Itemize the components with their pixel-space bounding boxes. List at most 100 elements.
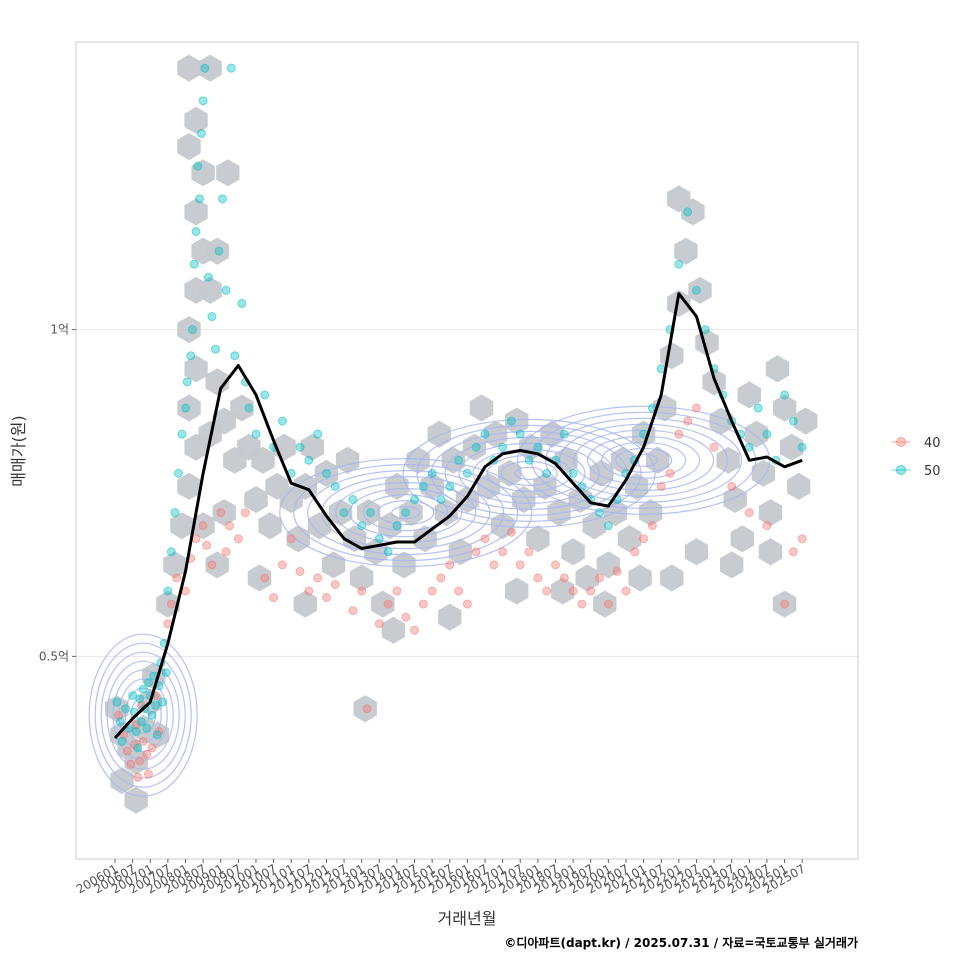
scatter-point-40 [595,573,605,583]
scatter-point-40 [295,566,305,576]
density-contour [124,687,162,743]
scatter-point-40 [374,619,384,629]
density-contour [500,460,558,486]
scatter-point-50 [691,285,701,295]
scatter-point-40 [727,481,737,491]
hexbin-cell [307,512,332,540]
hexbin-cell [300,433,324,461]
scatter-point-50 [135,694,145,704]
scatter-point-40 [551,560,560,570]
scatter-point-40 [471,547,481,557]
hexbin-cell [191,512,215,540]
scatter-point-40 [709,442,719,452]
hexbin-cell [184,198,208,226]
scatter-point-40 [489,560,499,570]
scatter-point-40 [445,560,455,570]
scatter-point-50 [542,468,552,478]
scatter-point-50 [191,227,201,237]
scatter-point-40 [744,508,754,518]
hexbin-cell [758,538,783,566]
hexbin-cell [772,590,797,618]
scatter-point-50 [410,495,420,505]
legend-label: 40 [924,436,941,451]
scatter-point-50 [277,416,287,426]
scatter-point-40 [392,586,402,596]
hexbin-cell [758,499,783,527]
hexbin-cell [561,538,585,566]
scatter-point-40 [142,749,152,759]
scatter-point-50 [524,455,534,465]
hexbin-cell [772,394,797,422]
scatter-point-50 [330,481,340,491]
scatter-point-40 [147,743,157,753]
scatter-point-50 [498,442,508,452]
hexbin-cell [617,525,642,553]
scatter-point-50 [200,63,210,73]
scatter-point-50 [131,727,141,737]
scatter-point-40 [524,547,534,557]
hexbin-cell [381,616,406,644]
scatter-point-40 [207,560,217,570]
hexbin-cell [667,289,691,317]
scatter-point-50 [533,442,543,452]
scatter-point-50 [214,246,224,256]
scatter-point-50 [462,468,472,478]
scatter-point-40 [313,573,323,583]
hexbin-cell [469,394,494,422]
scatter-point-50 [193,161,203,171]
scatter-point-50 [138,684,148,694]
scatter-point-50 [401,508,411,518]
hexbin-cell [589,459,613,487]
scatter-point-40 [559,573,569,583]
density-contour [106,660,180,770]
scatter-point-40 [166,599,176,609]
hexbin-cell [628,564,652,592]
density-contour [94,642,192,788]
scatter-point-40 [138,736,148,746]
scatter-point-40 [277,560,287,570]
legend-key-50 [896,465,906,475]
hexbin-cell [744,420,769,448]
y-tick-label: 1억 [50,323,69,337]
scatter-point-40 [568,586,578,596]
hexbin-cell [177,133,201,161]
scatter-point-50 [221,285,231,295]
hexbin-cell [385,472,409,500]
scatter-points [112,63,807,782]
hexbin-cell [191,159,215,187]
scatter-point-40 [304,586,314,596]
scatter-point-40 [498,547,508,557]
scatter-point-50 [788,416,798,426]
density-contour [293,463,519,562]
hexbin-cell [399,499,423,527]
density-contour [516,405,771,515]
scatter-point-50 [121,704,131,714]
scatter-point-40 [612,566,622,576]
density-contour [402,418,656,528]
scatter-point-50 [559,429,569,439]
scatter-point-50 [158,697,168,707]
scatter-point-40 [454,586,464,596]
scatter-point-40 [225,521,235,531]
scatter-point-50 [480,429,490,439]
scatter-point-40 [630,547,640,557]
scatter-point-40 [665,468,675,478]
scatter-point-50 [797,442,807,452]
hexbin-cell [353,695,377,723]
scatter-point-40 [506,527,516,537]
x-axis-title: 거래년월 [438,909,497,928]
scatter-point-50 [436,495,446,505]
hexbin-cell [198,54,222,82]
hexbin-cell [505,577,529,605]
scatter-point-40 [691,403,701,413]
hexbin-cell [335,446,360,474]
scatter-point-50 [226,63,236,73]
scatter-point-40 [133,772,143,782]
density-contour [486,454,572,492]
hexbin-cell [674,237,698,265]
density-contour [430,430,628,516]
scatter-point-50 [195,194,205,204]
hexbin-cell [737,381,761,409]
density-contour [118,678,168,752]
